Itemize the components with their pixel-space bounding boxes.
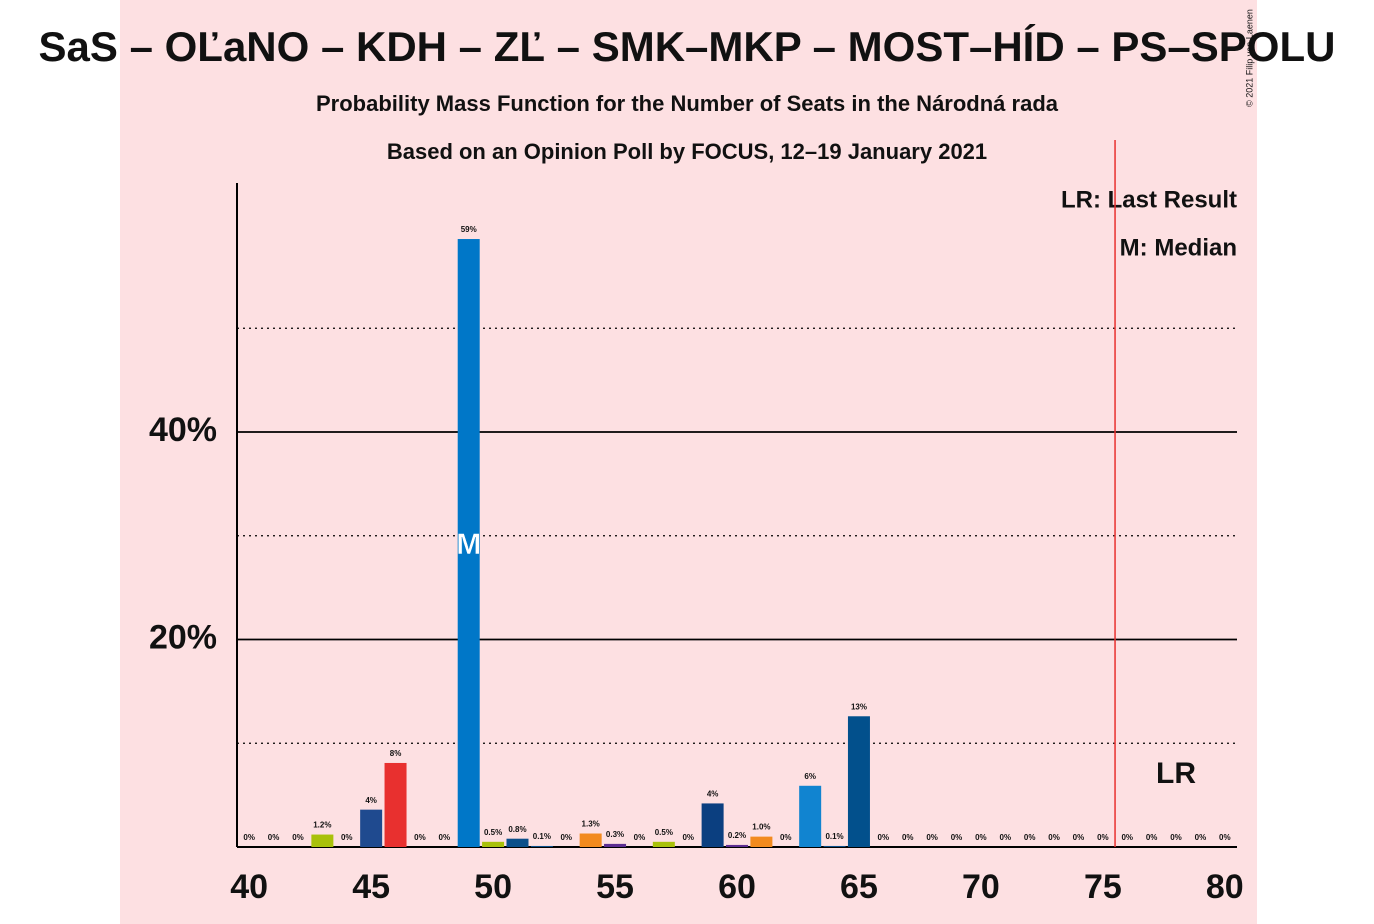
- bar: [847, 716, 870, 847]
- bar: [799, 785, 822, 847]
- legend-entry: M: Median: [1120, 234, 1237, 261]
- value-label: 0%: [902, 833, 914, 842]
- bar: [506, 838, 529, 847]
- bar: [726, 844, 748, 847]
- value-label: 0%: [439, 833, 451, 842]
- value-label: 0%: [1073, 833, 1085, 842]
- chart-subtitle: Based on an Opinion Poll by FOCUS, 12–19…: [387, 139, 987, 164]
- value-label: 0%: [1146, 833, 1158, 842]
- x-tick-label: 70: [962, 868, 1000, 906]
- value-label: 0.1%: [825, 832, 843, 841]
- value-label: 0%: [634, 833, 646, 842]
- value-label: 0%: [341, 833, 353, 842]
- value-label: 0.5%: [484, 828, 502, 837]
- bar: [311, 834, 334, 847]
- bar: [530, 845, 553, 847]
- x-tick-label: 55: [596, 868, 634, 906]
- value-label: 0%: [1170, 833, 1182, 842]
- value-label: 0.8%: [508, 825, 526, 834]
- value-label: 0.2%: [728, 831, 746, 840]
- value-label: 0%: [1195, 833, 1207, 842]
- value-label: 0%: [268, 833, 280, 842]
- bar: [360, 809, 383, 847]
- value-label: 0%: [243, 833, 255, 842]
- copyright: © 2021 Filip van Laenen: [1244, 9, 1254, 107]
- bar: [482, 841, 505, 847]
- value-label: 4%: [707, 790, 719, 799]
- value-label: 1.2%: [313, 821, 331, 830]
- last-result-marker: LR: [1156, 757, 1196, 790]
- bar: [604, 843, 627, 847]
- bar: [457, 239, 480, 847]
- value-label: 8%: [390, 749, 402, 758]
- background: [120, 0, 1257, 924]
- x-tick-label: 50: [474, 868, 512, 906]
- value-label: 4%: [365, 796, 377, 805]
- value-label: 0%: [682, 833, 694, 842]
- value-label: 0%: [878, 833, 890, 842]
- y-tick-label: 40%: [149, 411, 217, 449]
- bar: [701, 803, 724, 847]
- value-label: 6%: [804, 772, 816, 781]
- bar: [750, 836, 773, 847]
- x-tick-label: 80: [1206, 868, 1244, 906]
- value-label: 0%: [1000, 833, 1012, 842]
- x-tick-label: 40: [230, 868, 268, 906]
- median-marker: M: [456, 528, 481, 561]
- value-label: 0%: [1048, 833, 1060, 842]
- value-label: 59%: [461, 225, 477, 234]
- x-tick-label: 65: [840, 868, 878, 906]
- value-label: 0%: [975, 833, 987, 842]
- value-label: 1.0%: [752, 823, 770, 832]
- bar: [652, 841, 675, 847]
- chart-title: SaS – OĽaNO – KDH – ZĽ – SMK–MKP – MOST–…: [39, 23, 1336, 70]
- value-label: 0%: [1121, 833, 1133, 842]
- value-label: 0%: [292, 833, 304, 842]
- chart-subtitle: Probability Mass Function for the Number…: [316, 91, 1059, 116]
- value-label: 0%: [1097, 833, 1109, 842]
- value-label: 13%: [851, 702, 867, 711]
- value-label: 0%: [780, 833, 792, 842]
- value-label: 1.3%: [582, 820, 600, 829]
- value-label: 0%: [1024, 833, 1036, 842]
- value-label: 0%: [560, 833, 572, 842]
- y-tick-label: 20%: [149, 618, 217, 656]
- value-label: 0.5%: [655, 828, 673, 837]
- x-tick-label: 45: [352, 868, 390, 906]
- value-label: 0%: [1219, 833, 1231, 842]
- bar: [579, 833, 602, 847]
- x-tick-label: 60: [718, 868, 756, 906]
- value-label: 0%: [414, 833, 426, 842]
- value-label: 0%: [951, 833, 963, 842]
- value-label: 0.3%: [606, 830, 624, 839]
- value-label: 0%: [926, 833, 938, 842]
- legend-entry: LR: Last Result: [1061, 186, 1237, 213]
- bar: [384, 762, 407, 847]
- bar: [823, 845, 846, 847]
- value-label: 0.1%: [533, 832, 551, 841]
- x-tick-label: 75: [1084, 868, 1122, 906]
